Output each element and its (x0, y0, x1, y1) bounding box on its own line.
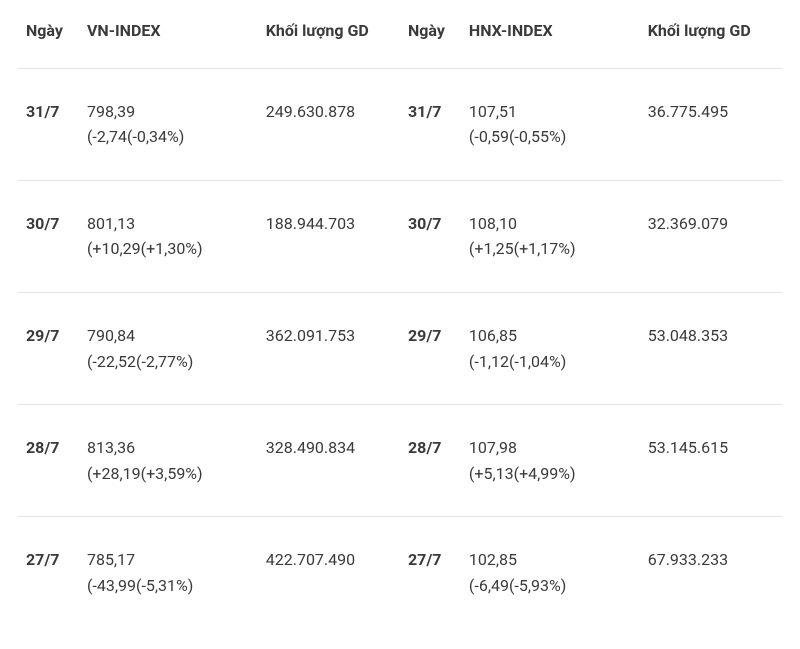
cell-left-date: 27/7 (18, 517, 79, 629)
cell-left-index: 790,84 (-22,52(-2,77%) (79, 292, 258, 404)
col-header-right-date: Ngày (400, 12, 461, 68)
cell-right-volume: 53.048.353 (640, 292, 782, 404)
index-value: 102,85 (469, 550, 517, 569)
index-value: 790,84 (87, 326, 135, 345)
index-value: 107,98 (469, 438, 517, 457)
cell-right-volume: 32.369.079 (640, 180, 782, 292)
cell-left-date: 29/7 (18, 292, 79, 404)
index-value: 107,51 (469, 102, 517, 121)
index-change: (+1,25(+1,17%) (469, 236, 632, 262)
index-change: (-6,49(-5,93%) (469, 573, 632, 599)
cell-right-volume: 67.933.233 (640, 517, 782, 629)
col-header-left-date: Ngày (18, 12, 79, 68)
index-change: (+5,13(+4,99%) (469, 461, 632, 487)
cell-left-index: 798,39 (-2,74(-0,34%) (79, 68, 258, 180)
index-change: (+28,19(+3,59%) (87, 461, 250, 487)
index-value: 785,17 (87, 550, 135, 569)
index-value: 798,39 (87, 102, 135, 121)
cell-right-index: 108,10 (+1,25(+1,17%) (461, 180, 640, 292)
cell-right-date: 28/7 (400, 405, 461, 517)
col-header-left-index: VN-INDEX (79, 12, 258, 68)
index-change: (-1,12(-1,04%) (469, 349, 632, 375)
index-change: (-2,74(-0,34%) (87, 124, 250, 150)
index-change: (-0,59(-0,55%) (469, 124, 632, 150)
cell-right-date: 27/7 (400, 517, 461, 629)
cell-right-volume: 36.775.495 (640, 68, 782, 180)
cell-right-date: 30/7 (400, 180, 461, 292)
index-value: 813,36 (87, 438, 135, 457)
table-row: 28/7 813,36 (+28,19(+3,59%) 328.490.834 … (18, 405, 782, 517)
index-value: 108,10 (469, 214, 517, 233)
cell-left-date: 28/7 (18, 405, 79, 517)
cell-left-index: 801,13 (+10,29(+1,30%) (79, 180, 258, 292)
table-body: 31/7 798,39 (-2,74(-0,34%) 249.630.878 3… (18, 68, 782, 628)
col-header-right-volume: Khối lượng GD (640, 12, 782, 68)
cell-left-volume: 249.630.878 (258, 68, 400, 180)
cell-right-volume: 53.145.615 (640, 405, 782, 517)
index-value: 106,85 (469, 326, 517, 345)
cell-right-date: 31/7 (400, 68, 461, 180)
index-value: 801,13 (87, 214, 135, 233)
cell-left-volume: 188.944.703 (258, 180, 400, 292)
table-row: 31/7 798,39 (-2,74(-0,34%) 249.630.878 3… (18, 68, 782, 180)
cell-left-volume: 328.490.834 (258, 405, 400, 517)
cell-right-index: 106,85 (-1,12(-1,04%) (461, 292, 640, 404)
col-header-left-volume: Khối lượng GD (258, 12, 400, 68)
cell-left-index: 813,36 (+28,19(+3,59%) (79, 405, 258, 517)
cell-left-date: 30/7 (18, 180, 79, 292)
cell-right-date: 29/7 (400, 292, 461, 404)
index-change: (-43,99(-5,31%) (87, 573, 250, 599)
table-row: 29/7 790,84 (-22,52(-2,77%) 362.091.753 … (18, 292, 782, 404)
cell-left-index: 785,17 (-43,99(-5,31%) (79, 517, 258, 629)
col-header-right-index: HNX-INDEX (461, 12, 640, 68)
table-header-row: Ngày VN-INDEX Khối lượng GD Ngày HNX-IND… (18, 12, 782, 68)
index-change: (-22,52(-2,77%) (87, 349, 250, 375)
cell-right-index: 102,85 (-6,49(-5,93%) (461, 517, 640, 629)
cell-left-volume: 362.091.753 (258, 292, 400, 404)
cell-left-volume: 422.707.490 (258, 517, 400, 629)
stock-index-table: Ngày VN-INDEX Khối lượng GD Ngày HNX-IND… (18, 12, 782, 629)
cell-left-date: 31/7 (18, 68, 79, 180)
index-change: (+10,29(+1,30%) (87, 236, 250, 262)
cell-right-index: 107,98 (+5,13(+4,99%) (461, 405, 640, 517)
table-row: 27/7 785,17 (-43,99(-5,31%) 422.707.490 … (18, 517, 782, 629)
cell-right-index: 107,51 (-0,59(-0,55%) (461, 68, 640, 180)
table-row: 30/7 801,13 (+10,29(+1,30%) 188.944.703 … (18, 180, 782, 292)
